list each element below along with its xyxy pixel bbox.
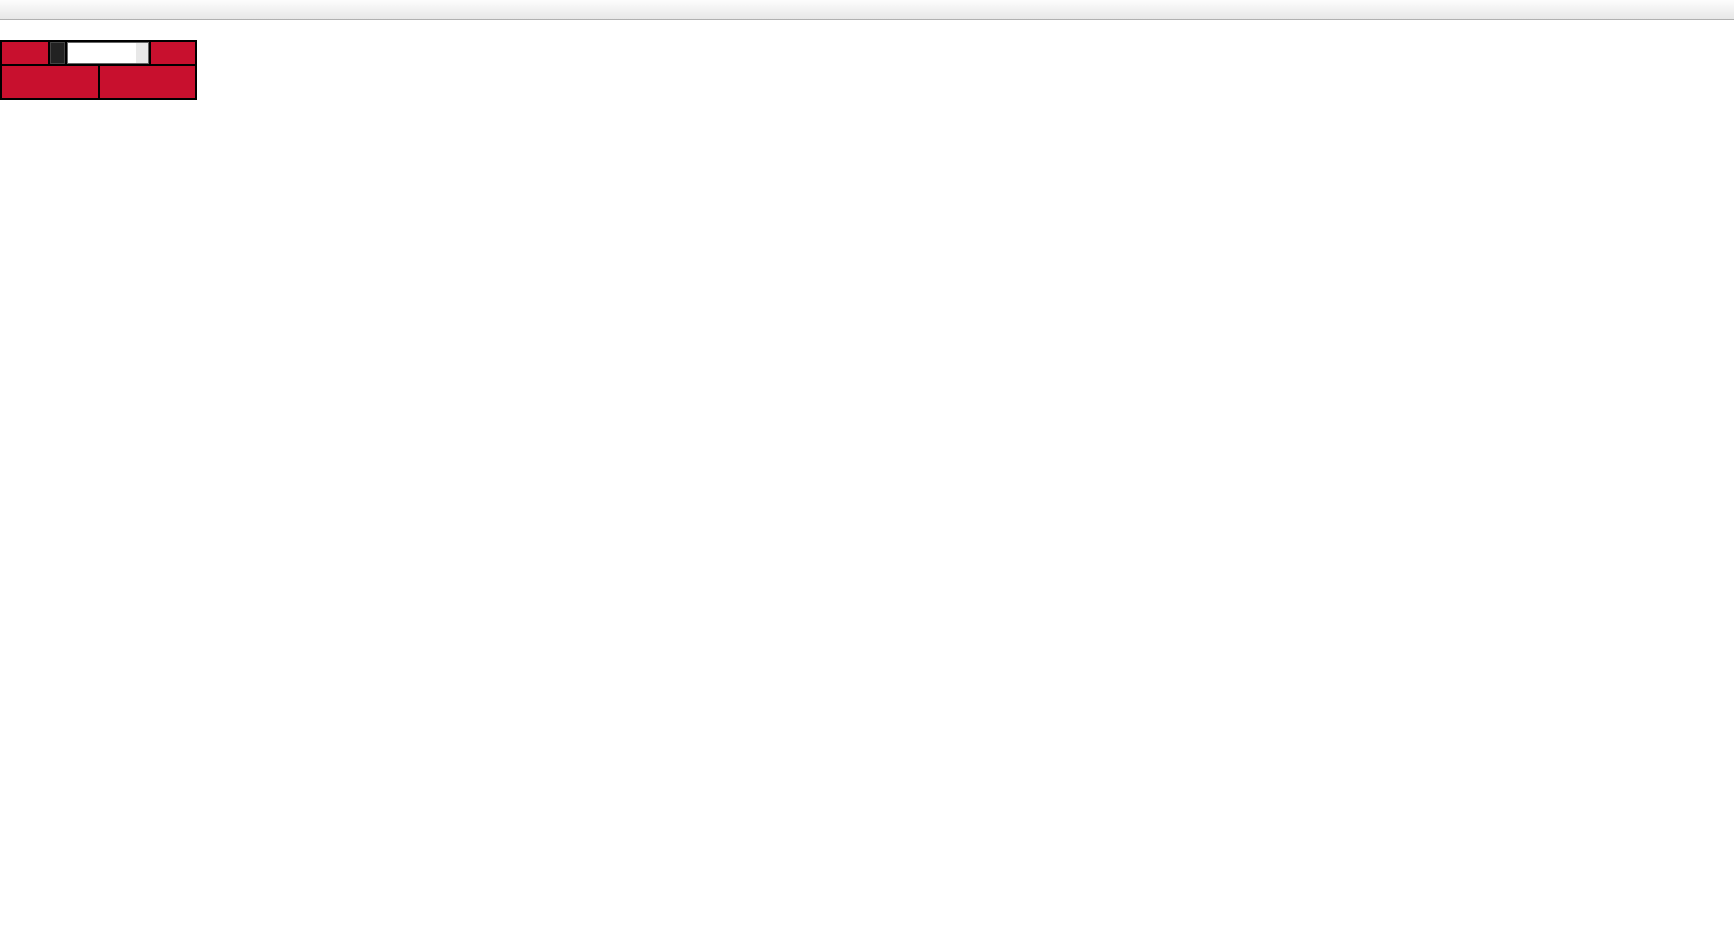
sell-button[interactable] <box>2 42 48 64</box>
sell-price[interactable] <box>2 66 98 98</box>
one-click-trading-panel <box>0 40 197 100</box>
order-type-dropdown[interactable] <box>50 42 65 64</box>
chart-ohlc-header <box>6 25 14 36</box>
trade-panel-controls <box>2 42 195 64</box>
trade-panel-prices <box>2 66 195 98</box>
volume-spinner[interactable] <box>136 43 148 63</box>
volume-control <box>67 42 149 64</box>
buy-price[interactable] <box>99 66 195 98</box>
volume-input[interactable] <box>68 43 136 63</box>
toolbar <box>0 0 1734 20</box>
buy-button[interactable] <box>151 42 195 64</box>
